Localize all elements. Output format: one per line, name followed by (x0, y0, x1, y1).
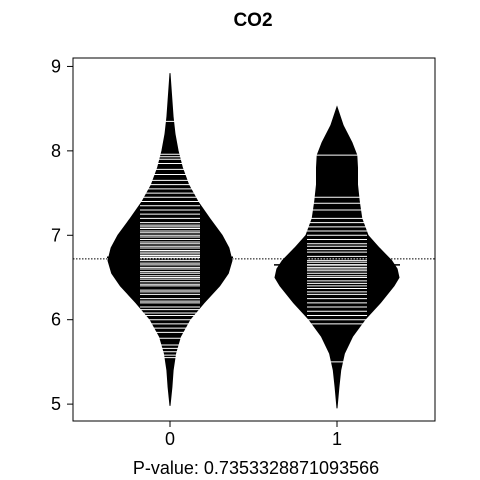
y-tick-label: 9 (51, 56, 61, 76)
x-tick-label: 1 (332, 429, 342, 449)
y-tick-label: 6 (51, 310, 61, 330)
y-tick-label: 5 (51, 394, 61, 414)
plot-frame (72, 57, 436, 422)
y-tick-label: 8 (51, 141, 61, 161)
bean-1 (274, 105, 400, 409)
y-axis: 5 6 7 8 9 (51, 56, 73, 414)
beans-layer (107, 73, 400, 409)
y-tick-label: 7 (51, 225, 61, 245)
p-value-label: P-value: 0.7353328871093566 (133, 458, 379, 478)
chart-title: CO2 (233, 10, 272, 31)
x-tick-label: 0 (165, 429, 175, 449)
